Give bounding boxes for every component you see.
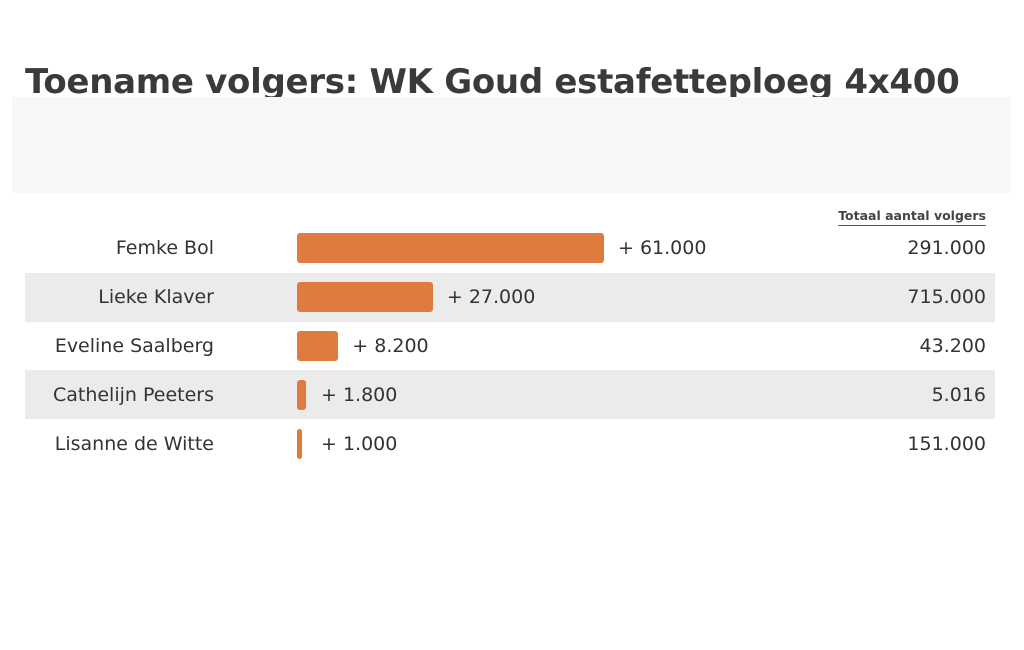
total-value: 151.000 [907,432,986,455]
table-row: Lieke Klaver + 27.000 715.000 [25,272,995,322]
category-label: Lisanne de Witte [54,432,214,455]
bar [297,282,433,313]
value-label: + 1.000 [321,432,398,455]
value-label: + 27.000 [446,286,536,309]
category-label: Cathelijn Peeters [52,383,214,406]
bar [297,379,307,410]
subtitle-band [12,97,1011,193]
value-label: + 8.200 [352,334,429,357]
total-column-header: Totaal aantal volgers [838,208,986,226]
table-row: Lisanne de Witte + 1.000 151.000 [25,419,995,468]
total-value: 5.016 [931,383,986,406]
value-label: + 61.000 [618,237,707,260]
bar [297,233,604,264]
value-label: + 1.800 [321,383,398,406]
chart-title: Toename volgers: WK Goud estafetteploeg … [25,62,960,102]
total-value: 43.200 [919,334,986,357]
bar [297,330,339,361]
table-row: Femke Bol + 61.000 291.000 [25,224,995,273]
category-label: Femke Bol [115,237,214,260]
total-value: 291.000 [907,237,986,260]
total-value: 715.000 [907,286,986,309]
bar-rows: Femke Bol + 61.000 291.000 Lieke Klaver + 27… [25,224,995,468]
category-label: Eveline Saalberg [54,334,214,357]
table-row: Eveline Saalberg + 8.200 43.200 [25,322,995,371]
category-label: Lieke Klaver [98,286,214,309]
bar [297,428,303,459]
table-row: Cathelijn Peeters + 1.800 5.016 [25,370,995,420]
